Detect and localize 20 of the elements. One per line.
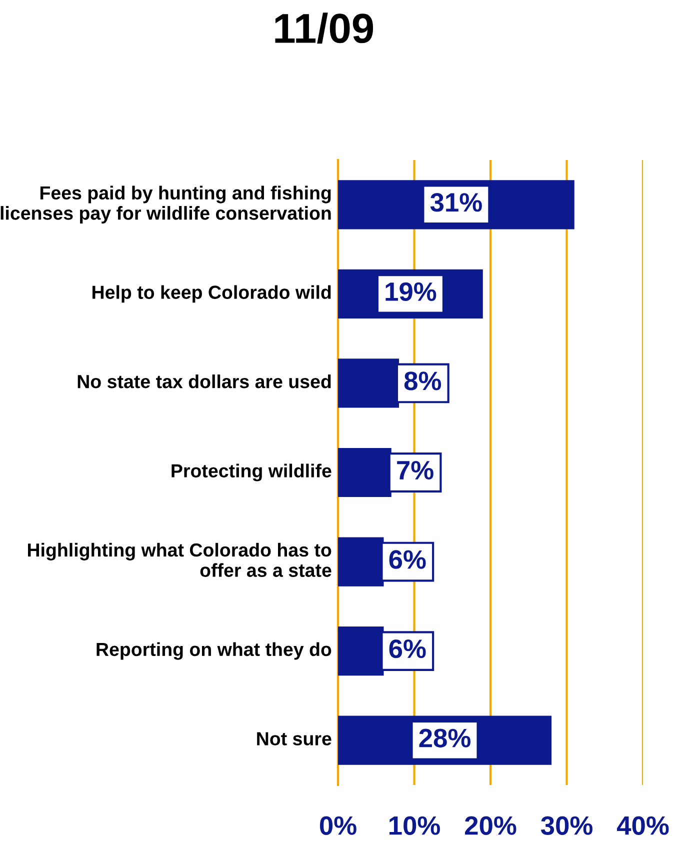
chart-title: 11/09 (275, 12, 374, 44)
data-label: 6% (389, 639, 426, 658)
data-label: 31% (430, 193, 482, 212)
y-tick-label: Not sure (257, 732, 332, 746)
x-tick-label: 40% (616, 816, 669, 835)
data-label: 19% (386, 282, 436, 302)
y-tick-label: No state tax dollars are used (78, 374, 331, 388)
y-tick-label: Fees paid by hunting and fishing licenses pay for wildlife conservation (0, 186, 331, 224)
x-tick-label: 20% (465, 816, 516, 835)
data-label: 28% (419, 728, 470, 748)
y-tick-label: Protecting wildlife (172, 464, 332, 482)
y-tick-label: Highlighting what Colorado has to offer as a state (28, 542, 332, 577)
y-tick-label: Help to keep Colorado wild (92, 285, 331, 303)
data-label: 6% (389, 550, 426, 569)
data-label: 8% (404, 372, 442, 390)
x-tick-label: 0% (320, 816, 356, 835)
data-label: 7% (397, 460, 434, 480)
y-tick-label: Reporting on what they do (96, 642, 332, 660)
x-tick-label: 30% (540, 816, 592, 835)
x-tick-label: 10% (390, 816, 440, 835)
